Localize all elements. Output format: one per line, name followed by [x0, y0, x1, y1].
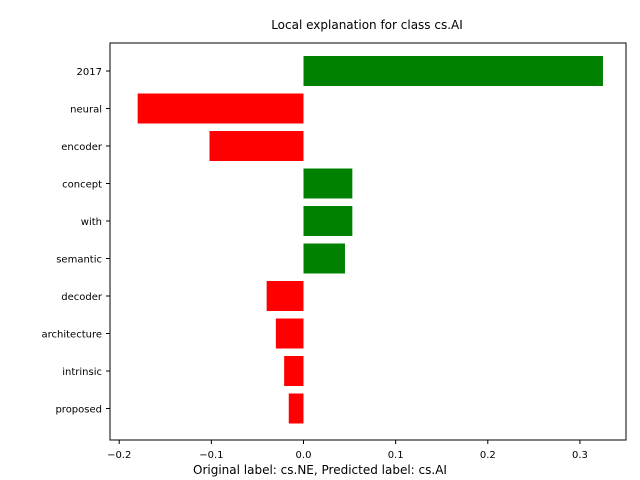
- y-tick-label-neural: neural: [70, 105, 102, 116]
- y-tick-label-decoder: decoder: [61, 292, 103, 303]
- x-tick-labels: −0.2 −0.1 0.0 0.1 0.2 0.3: [107, 440, 588, 461]
- y-tick-label-semantic: semantic: [56, 255, 102, 266]
- bar-intrinsic: [284, 356, 304, 386]
- y-tick-label-concept: concept: [62, 180, 102, 191]
- bar-concept: [303, 168, 353, 199]
- bar-architecture: [275, 318, 304, 349]
- y-tick-labels: 2017 neural encoder concept with semantic deco…: [41, 67, 110, 416]
- bar-proposed: [288, 393, 304, 424]
- chart-caption: Original label: cs.NE, Predicted label: …: [193, 463, 447, 477]
- bars-group: [137, 56, 603, 424]
- bar-semantic: [303, 243, 345, 274]
- y-tick-label-2017: 2017: [77, 67, 102, 78]
- chart-title: Local explanation for class cs.AI: [271, 18, 463, 32]
- bar-encoder: [209, 131, 304, 161]
- y-tick-label-with: with: [81, 217, 102, 228]
- bar-2017: [303, 56, 603, 86]
- x-tick-label: 0.1: [388, 450, 404, 461]
- y-tick-label-encoder: encoder: [61, 142, 103, 153]
- bar-with: [303, 206, 353, 236]
- bar-decoder: [266, 281, 304, 311]
- x-tick-label: 0.2: [480, 450, 496, 461]
- x-tick-label: −0.2: [107, 450, 131, 461]
- y-tick-label-architecture: architecture: [41, 330, 102, 341]
- x-tick-label: −0.1: [199, 450, 223, 461]
- bar-neural: [137, 93, 304, 124]
- x-tick-label: 0.3: [572, 450, 588, 461]
- y-tick-label-proposed: proposed: [55, 405, 102, 416]
- x-tick-label: 0.0: [296, 450, 312, 461]
- y-tick-label-intrinsic: intrinsic: [62, 367, 102, 378]
- plot-frame: [109, 42, 627, 441]
